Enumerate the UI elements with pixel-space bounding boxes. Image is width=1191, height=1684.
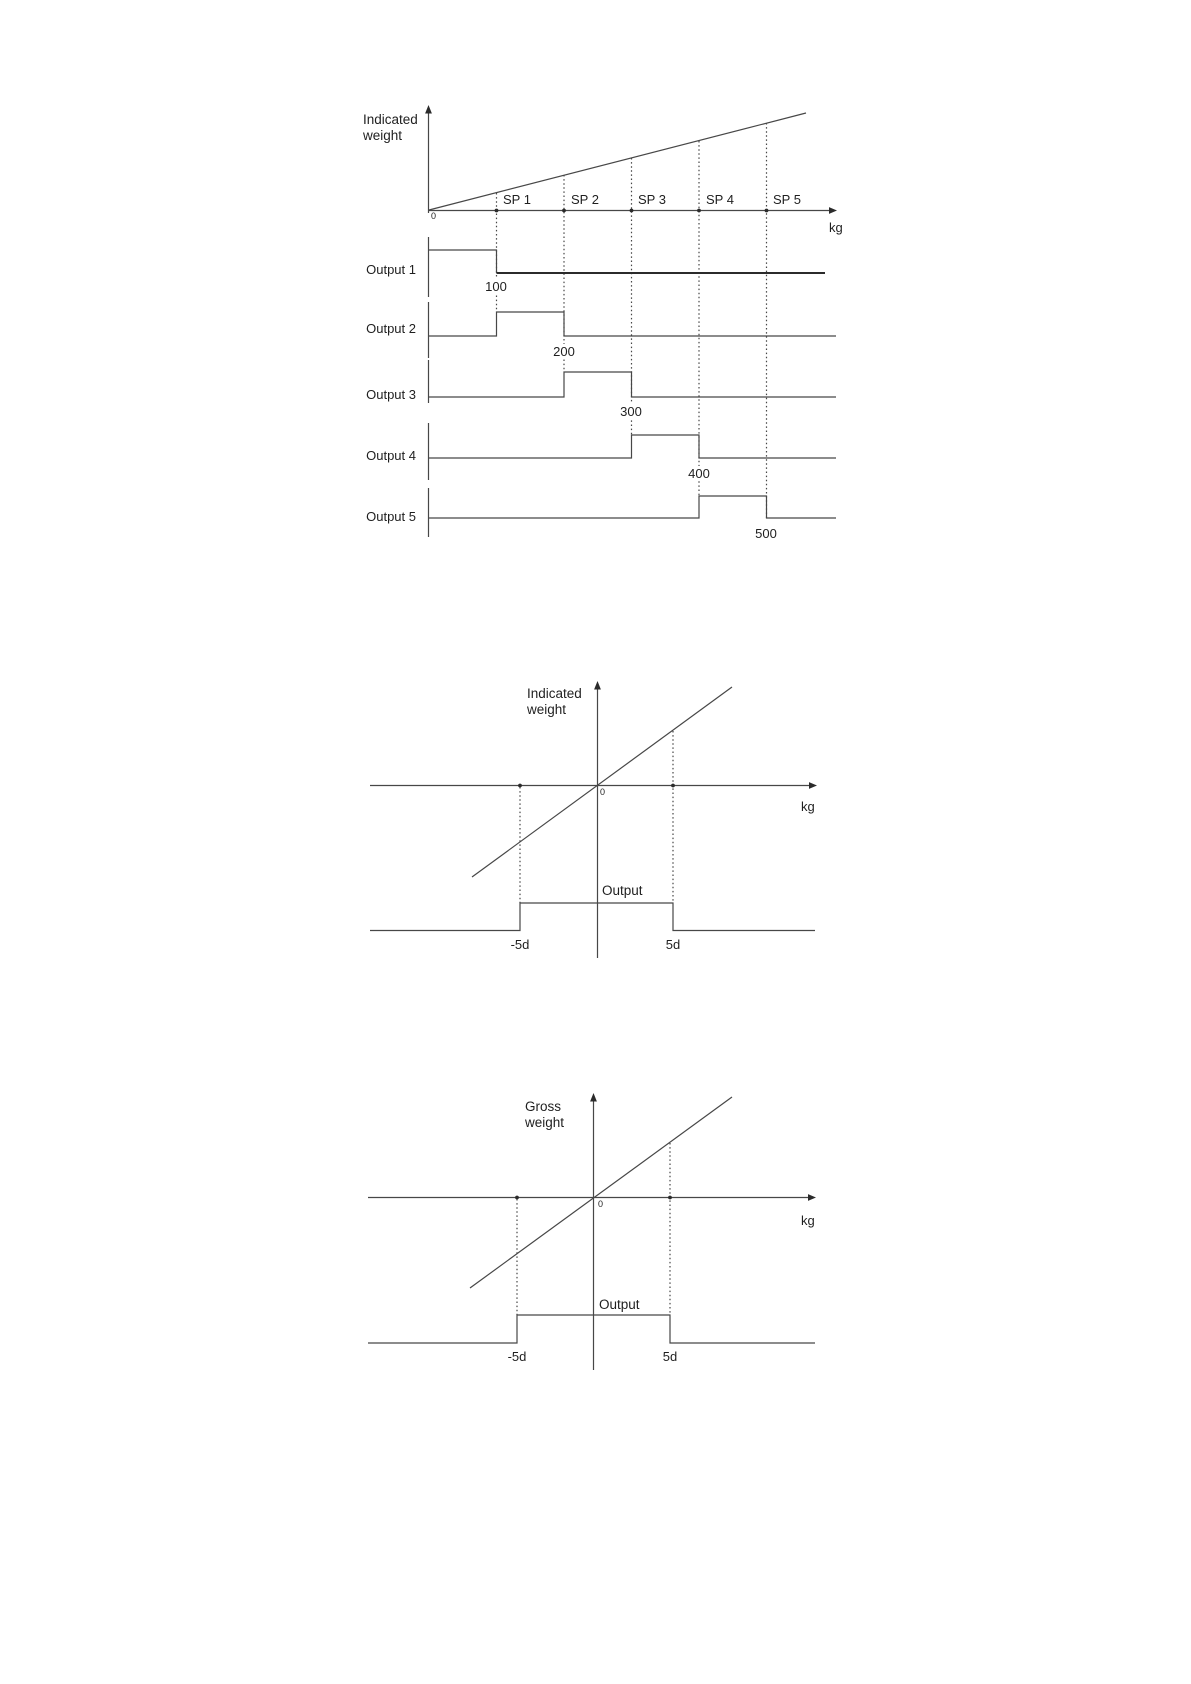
d1-sp1-value: 100 xyxy=(474,279,518,295)
d2-upper-threshold-label: 5d xyxy=(651,937,695,953)
d2-x-axis-arrow-icon xyxy=(809,782,817,789)
d3-output-label: Output xyxy=(599,1297,640,1312)
d1-sp4-value: 400 xyxy=(677,466,721,482)
d1-sp2-tick-dot xyxy=(562,208,566,213)
d2-weight-line xyxy=(471,686,733,878)
d1-sp2-value: 200 xyxy=(542,344,586,360)
d3-x-axis-arrow-icon xyxy=(808,1194,816,1201)
d1-output1-trace xyxy=(429,249,498,273)
d1-x-axis-unit: kg xyxy=(829,220,843,235)
d1-output4-trace xyxy=(429,434,836,459)
d1-axis-tick-dots xyxy=(494,208,769,213)
d3-upper-threshold-label: 5d xyxy=(648,1349,692,1365)
d2-axis-tick-dots xyxy=(518,783,675,788)
d3-y-axis-title: Gross weight xyxy=(525,1099,565,1130)
d1-sp4-label: SP 4 xyxy=(706,192,734,207)
d2-origin-label: 0 xyxy=(600,787,606,797)
d2-output-trace xyxy=(370,902,815,932)
d2-threshold-dotted-lines xyxy=(519,731,674,903)
d1-sp5-label: SP 5 xyxy=(773,192,801,207)
diagram2-linework xyxy=(370,681,817,958)
d3-threshold-dotted-lines xyxy=(516,1143,671,1315)
d2-y-axis-arrow-icon xyxy=(594,681,601,690)
d3-lower-tick-dot xyxy=(515,1195,519,1200)
d2-lower-tick-dot xyxy=(518,783,522,788)
diagram3-linework xyxy=(368,1093,816,1370)
d1-output4-label: Output 4 xyxy=(366,448,416,463)
d1-output3-label: Output 3 xyxy=(366,387,416,402)
d3-upper-tick-dot xyxy=(668,1195,672,1200)
d3-axis-tick-dots xyxy=(515,1195,672,1200)
d1-sp5-value: 500 xyxy=(744,526,788,542)
d2-x-axis-unit: kg xyxy=(801,799,815,814)
d2-upper-tick-dot xyxy=(671,783,675,788)
d1-y-axis-arrow-icon xyxy=(425,105,432,114)
d1-output5-label: Output 5 xyxy=(366,509,416,524)
d3-origin-label: 0 xyxy=(598,1199,604,1209)
d1-output2-trace xyxy=(429,311,836,337)
d3-output-trace xyxy=(368,1314,815,1344)
d3-weight-line xyxy=(469,1096,733,1289)
d3-y-axis-arrow-icon xyxy=(590,1093,597,1102)
d2-lower-threshold-label: -5d xyxy=(498,937,542,953)
d3-lower-threshold-label: -5d xyxy=(495,1349,539,1365)
diagram1-linework xyxy=(425,105,837,537)
d1-weight-ramp-line xyxy=(428,112,807,211)
d2-output-label: Output xyxy=(602,883,643,898)
d1-sp1-label: SP 1 xyxy=(503,192,531,207)
d1-output1-label: Output 1 xyxy=(366,262,416,277)
d1-sp3-tick-dot xyxy=(629,208,634,213)
d1-x-axis-arrow-icon xyxy=(829,207,837,214)
d1-output3-trace xyxy=(429,371,836,398)
d1-output5-trace xyxy=(429,495,836,519)
d1-sp2-label: SP 2 xyxy=(571,192,599,207)
d1-sp3-label: SP 3 xyxy=(638,192,666,207)
d1-sp4-tick-dot xyxy=(697,208,701,213)
d1-output2-label: Output 2 xyxy=(366,321,416,336)
d3-x-axis-unit: kg xyxy=(801,1213,815,1228)
d1-y-axis-title: Indicated weight xyxy=(363,112,418,143)
d1-sp5-tick-dot xyxy=(764,208,769,213)
d2-y-axis-title: Indicated weight xyxy=(527,686,582,717)
d1-sp1-tick-dot xyxy=(494,208,499,213)
d1-sp3-value: 300 xyxy=(609,404,653,420)
d1-origin-label: 0 xyxy=(431,211,437,221)
